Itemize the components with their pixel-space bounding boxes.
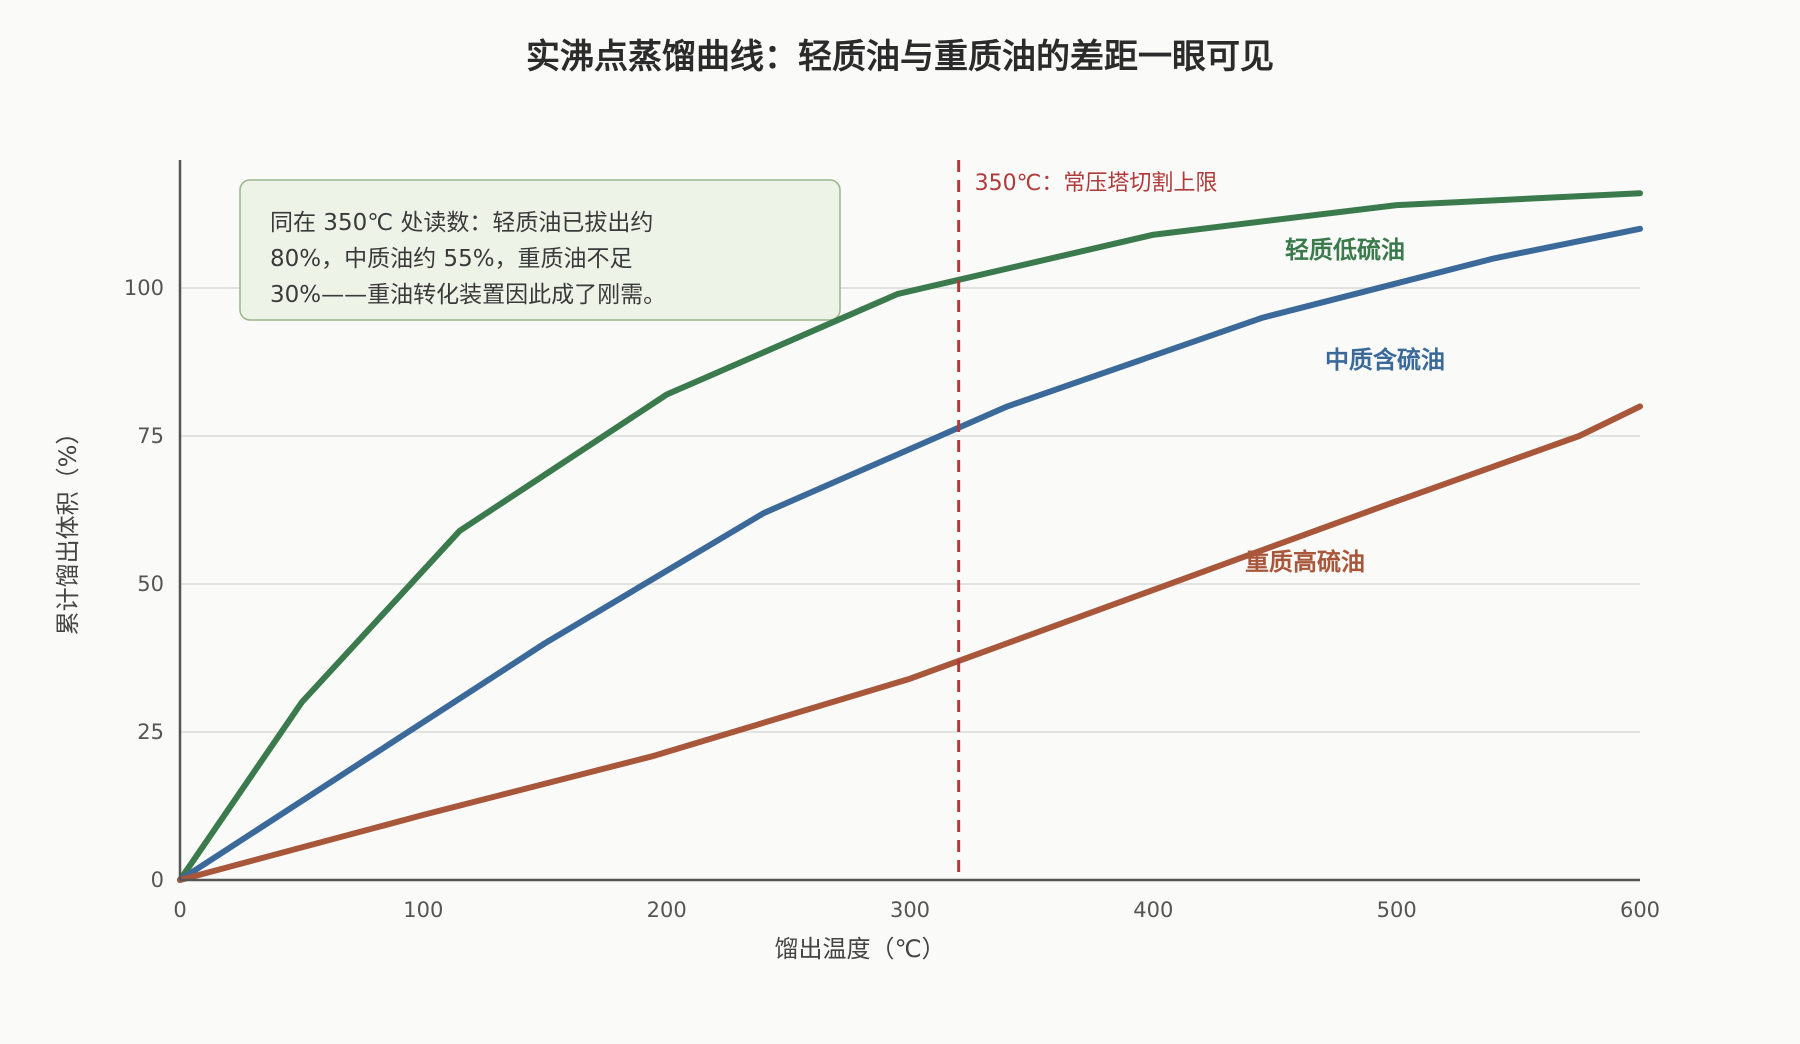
y-tick-label: 100 xyxy=(124,276,164,300)
x-tick-label: 300 xyxy=(890,898,930,922)
annotation-line: 80%，中质油约 55%，重质油不足 xyxy=(270,246,633,272)
x-tick-label: 0 xyxy=(173,898,186,922)
series-label-0: 轻质低硫油 xyxy=(1285,236,1405,264)
annotation-line: 30%——重油转化装置因此成了刚需。 xyxy=(270,282,666,308)
y-tick-label: 25 xyxy=(137,720,164,744)
chart-title: 实沸点蒸馏曲线：轻质油与重质油的差距一眼可见 xyxy=(526,37,1274,77)
x-tick-label: 500 xyxy=(1377,898,1417,922)
series-label-1: 中质含硫油 xyxy=(1325,346,1445,374)
y-axis-title: 累计馏出体积（%） xyxy=(54,421,82,636)
y-tick-label: 50 xyxy=(137,572,164,596)
annotation-line: 同在 350℃ 处读数：轻质油已拔出约 xyxy=(270,210,653,236)
annotation-box: 同在 350℃ 处读数：轻质油已拔出约 80%，中质油约 55%，重质油不足 30%… xyxy=(239,179,841,321)
x-tick-label: 100 xyxy=(403,898,443,922)
x-tick-label: 400 xyxy=(1133,898,1173,922)
series-label-2: 重质高硫油 xyxy=(1245,548,1365,576)
x-axis-title: 馏出温度（℃） xyxy=(775,935,946,963)
y-tick-label: 0 xyxy=(151,868,164,892)
series-line-0 xyxy=(177,190,1643,883)
series-line-1 xyxy=(177,225,1643,883)
annotation-box-bg xyxy=(239,179,841,321)
y-tick-label: 75 xyxy=(137,424,164,448)
x-tick-label: 200 xyxy=(647,898,687,922)
series-line-2 xyxy=(177,403,1643,883)
x-tick-label: 600 xyxy=(1620,898,1660,922)
reference-layer: 350℃：常压塔切割上限 xyxy=(957,160,1218,880)
reference-line-label: 350℃：常压塔切割上限 xyxy=(975,171,1218,196)
axis-layer: 0 25 50 75 100 0 100 200 300 400 500 600 xyxy=(124,160,1660,922)
